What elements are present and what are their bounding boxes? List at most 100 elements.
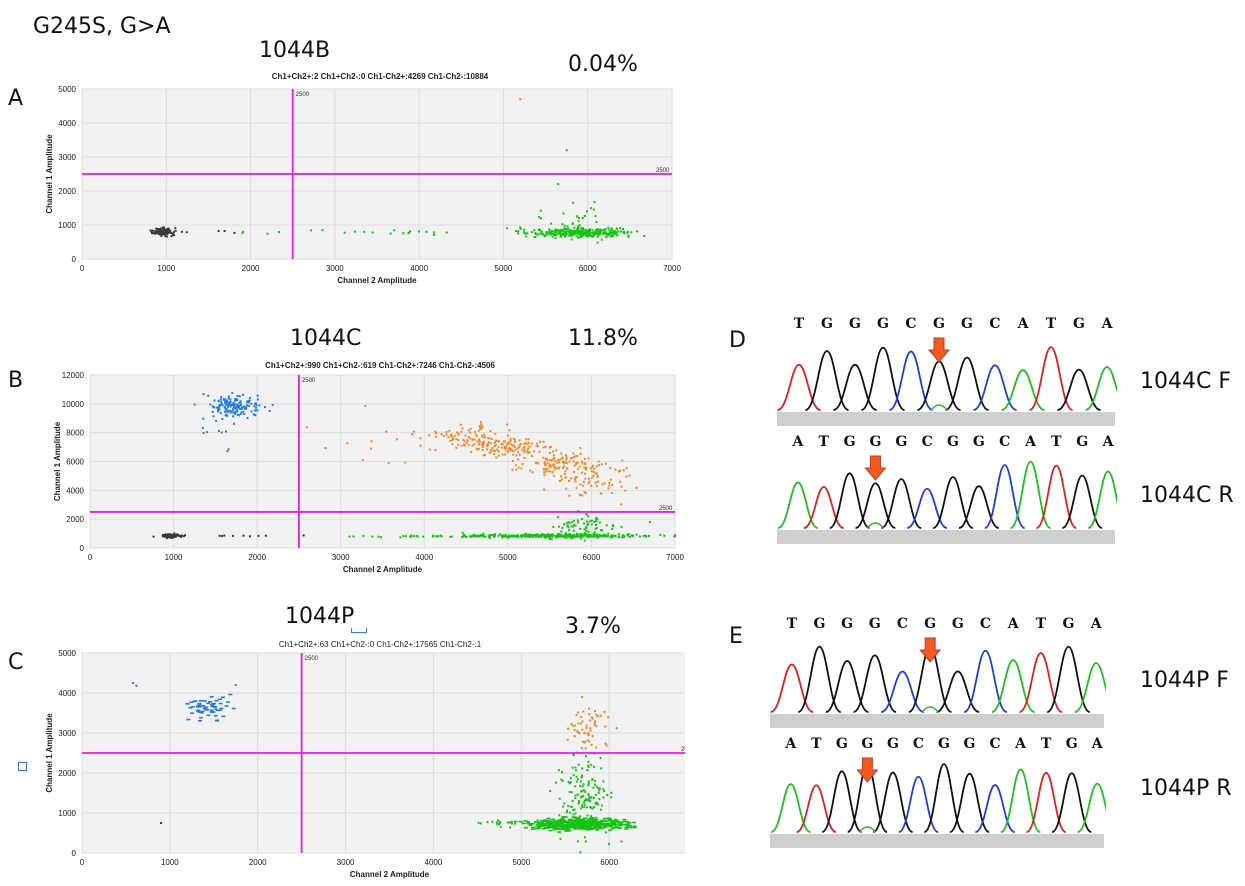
droplet — [579, 483, 582, 486]
droplet — [583, 466, 586, 469]
droplet — [539, 535, 542, 538]
droplet — [548, 536, 551, 539]
droplet — [558, 458, 561, 461]
droplet — [540, 825, 545, 827]
droplet — [596, 536, 599, 539]
droplet — [239, 408, 242, 411]
droplet — [514, 230, 517, 233]
droplet — [501, 442, 504, 445]
droplet — [477, 821, 480, 824]
droplet — [227, 409, 230, 412]
droplet — [538, 534, 541, 537]
droplet — [218, 702, 223, 705]
droplet — [233, 231, 236, 234]
droplet — [550, 222, 553, 225]
droplet — [462, 438, 465, 441]
base-call: G — [869, 434, 881, 450]
droplet — [497, 534, 500, 537]
droplet — [526, 822, 531, 825]
droplet — [609, 466, 612, 469]
droplet — [472, 438, 475, 441]
droplet — [582, 783, 585, 786]
droplet — [537, 535, 540, 538]
droplet — [250, 402, 253, 405]
droplet — [229, 411, 232, 414]
droplet — [587, 477, 590, 480]
droplet — [590, 466, 593, 469]
droplet — [599, 529, 602, 532]
droplet — [227, 404, 230, 407]
droplet — [254, 402, 257, 405]
droplet — [197, 705, 202, 708]
droplet — [526, 443, 529, 446]
droplet — [503, 535, 506, 538]
droplet — [632, 534, 635, 537]
droplet — [549, 470, 552, 473]
droplet — [576, 793, 579, 796]
droplet — [227, 448, 230, 451]
droplet — [204, 708, 209, 711]
droplet — [536, 445, 539, 448]
droplet — [534, 236, 537, 239]
droplet — [241, 393, 244, 396]
droplet — [576, 454, 579, 457]
droplet — [246, 416, 249, 419]
droplet — [573, 822, 578, 825]
droplet — [558, 822, 563, 825]
droplet — [563, 227, 566, 230]
droplet — [407, 232, 410, 235]
droplet — [626, 534, 629, 537]
droplet — [437, 535, 440, 538]
droplet — [611, 483, 614, 486]
droplet — [535, 825, 540, 828]
droplet — [234, 399, 237, 402]
droplet — [232, 402, 235, 405]
droplet — [584, 228, 587, 231]
droplet — [595, 520, 598, 523]
droplet — [541, 230, 544, 233]
base-call: G — [1063, 616, 1075, 632]
droplet — [263, 406, 266, 409]
panel-letter-d: D — [729, 328, 746, 353]
droplet — [599, 820, 604, 823]
droplet — [578, 493, 581, 496]
droplet — [511, 535, 514, 538]
droplet — [560, 478, 563, 481]
droplet — [217, 399, 220, 402]
droplet — [607, 535, 610, 538]
peak — [889, 350, 933, 411]
droplet — [563, 472, 566, 475]
droplet — [587, 799, 590, 802]
droplet — [575, 714, 578, 717]
droplet — [507, 535, 510, 538]
droplet — [511, 459, 514, 462]
x-tick-label: 0 — [88, 553, 93, 562]
droplet — [412, 430, 415, 433]
threshold-label-x: 2500 — [305, 656, 319, 662]
droplet — [614, 825, 619, 828]
droplet — [501, 535, 504, 538]
droplet — [218, 408, 221, 411]
droplet — [508, 821, 511, 824]
droplet — [226, 414, 229, 417]
droplet — [163, 232, 166, 235]
droplet — [602, 533, 605, 536]
droplet — [561, 457, 564, 460]
droplet — [544, 457, 547, 460]
peak — [1029, 346, 1073, 411]
droplet — [395, 438, 398, 441]
droplet — [445, 433, 448, 436]
droplet — [523, 443, 526, 446]
droplet — [580, 534, 583, 537]
droplet — [159, 229, 162, 232]
droplet — [570, 229, 573, 232]
droplet — [151, 232, 154, 235]
peak — [860, 346, 906, 411]
droplet — [234, 412, 237, 415]
droplet — [604, 824, 609, 826]
droplet-counts-b: Ch1+Ch2+:990 Ch1+Ch2-:619 Ch1-Ch2+:7246 … — [265, 361, 495, 370]
droplet — [542, 456, 545, 459]
droplet — [571, 724, 574, 727]
droplet — [583, 214, 586, 217]
droplet — [525, 534, 528, 537]
